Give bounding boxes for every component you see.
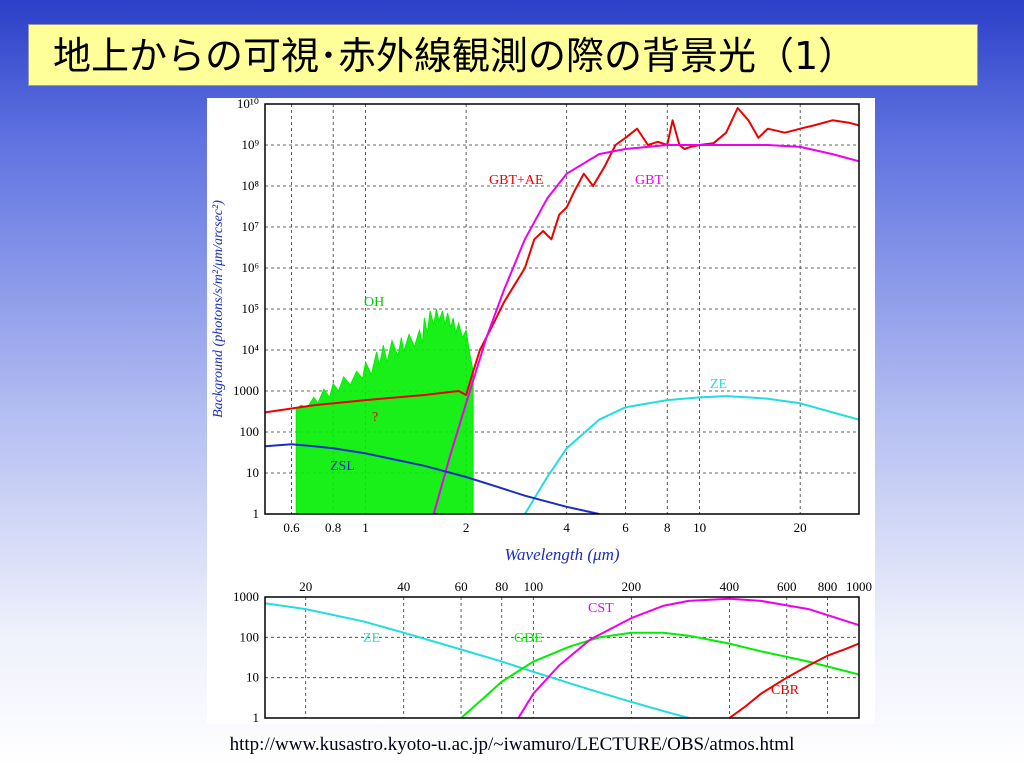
top-y-tick-label: 1000 bbox=[233, 383, 259, 398]
top-series-oh bbox=[295, 308, 474, 514]
top-x-tick-label: 1 bbox=[362, 520, 369, 535]
top-y-tick-label: 10⁶ bbox=[241, 260, 259, 275]
top-x-tick-label: 0.6 bbox=[283, 520, 300, 535]
bottom-chart-frame bbox=[264, 596, 860, 719]
bottom-chart-annotations: ZE GDE CST CBR bbox=[363, 601, 800, 698]
top-x-tick-label: 20 bbox=[794, 520, 807, 535]
top-y-tick-label: 10¹⁰ bbox=[237, 98, 259, 111]
bottom-annotation-ze: ZE bbox=[363, 631, 380, 646]
bottom-x-tick-label: 100 bbox=[524, 579, 544, 594]
top-x-tick-label: 4 bbox=[563, 520, 570, 535]
top-y-tick-label: 1 bbox=[253, 506, 260, 521]
top-series-gbt-ae bbox=[265, 107, 859, 414]
source-url: http://www.kusastro.kyoto-u.ac.jp/~iwamu… bbox=[229, 734, 795, 755]
bottom-x-tick-label: 1000 bbox=[846, 579, 872, 594]
top-chart-annotations: OH GBT+AE GBT? ZE ZSL bbox=[330, 173, 727, 474]
top-series-ze bbox=[524, 395, 859, 514]
top-chart-frame bbox=[264, 103, 860, 515]
bottom-x-tick-label: 200 bbox=[622, 579, 642, 594]
bottom-x-tick-label: 800 bbox=[818, 579, 838, 594]
bottom-series-cbr bbox=[728, 642, 859, 718]
bottom-annotation-cst: CST bbox=[588, 601, 614, 616]
top-x-axis-label: Wavelength (μm) bbox=[504, 545, 619, 564]
background-spectrum-chart: 0.6 0.8 1 2 4 6 8 10 20 1 10 100 1000 10⁴ 10⁵ 10⁶ 10⁷ 10⁸… bbox=[211, 96, 872, 725]
bottom-series-ze bbox=[265, 602, 689, 718]
top-y-tick-label: 10⁹ bbox=[241, 137, 259, 152]
top-annotation-ze: ZE bbox=[710, 377, 727, 392]
top-chart-grid bbox=[265, 104, 859, 514]
top-series-gbt bbox=[432, 144, 859, 514]
top-chart-series bbox=[265, 107, 859, 514]
bottom-x-tick-label: 600 bbox=[777, 579, 797, 594]
bottom-x-tick-label: 80 bbox=[495, 579, 508, 594]
chart-panel: 0.6 0.8 1 2 4 6 8 10 20 1 10 100 1000 10⁴ 10⁵ 10⁶ 10⁷ 10⁸… bbox=[207, 96, 875, 725]
top-y-tick-label: 10⁷ bbox=[241, 219, 259, 234]
bottom-annotation-gde: GDE bbox=[514, 631, 543, 646]
top-annotation-oh: OH bbox=[364, 295, 384, 310]
bottom-chart-tick-labels: 20 40 60 80 100 200 400 600 800 1000 1 10 100 1000 bbox=[233, 579, 872, 725]
bottom-x-tick-label: 40 bbox=[397, 579, 410, 594]
top-annotation-zsl: ZSL bbox=[330, 459, 355, 474]
slide-title: 地上からの可視･赤外線観測の際の背景光（1） bbox=[28, 24, 978, 86]
top-y-tick-label: 10⁸ bbox=[241, 178, 259, 193]
top-x-tick-label: 6 bbox=[622, 520, 629, 535]
top-chart-tick-labels: 0.6 0.8 1 2 4 6 8 10 20 1 10 100 1000 10⁴ 10⁵ 10⁶ 10⁷ 10⁸… bbox=[233, 96, 807, 535]
top-x-tick-label: 2 bbox=[463, 520, 470, 535]
bottom-y-tick-label: 1000 bbox=[233, 589, 259, 604]
top-annotation-q: ? bbox=[372, 410, 378, 425]
top-x-tick-label: 10 bbox=[693, 520, 706, 535]
bottom-x-tick-label: 20 bbox=[299, 579, 312, 594]
top-annotation-gbt: GBT bbox=[635, 173, 663, 188]
bottom-y-tick-label: 10 bbox=[246, 670, 259, 685]
top-x-tick-label: 8 bbox=[664, 520, 671, 535]
bottom-x-tick-label: 400 bbox=[720, 579, 740, 594]
bottom-chart-series bbox=[265, 597, 859, 718]
bottom-series-gde bbox=[460, 631, 859, 718]
top-series-zsl bbox=[265, 443, 600, 514]
top-y-tick-label: 10 bbox=[246, 465, 259, 480]
top-y-axis-label: Background (photons/s/m²/μm/arcsec²) bbox=[211, 200, 226, 418]
bottom-series-cst bbox=[517, 597, 859, 718]
bottom-y-tick-label: 1 bbox=[253, 710, 260, 724]
bottom-chart-grid bbox=[265, 597, 859, 718]
bottom-y-tick-label: 100 bbox=[240, 629, 260, 644]
top-x-tick-label: 0.8 bbox=[325, 520, 341, 535]
top-y-tick-label: 100 bbox=[240, 424, 260, 439]
top-y-tick-label: 10⁴ bbox=[241, 342, 259, 357]
bottom-annotation-cbr: CBR bbox=[771, 683, 800, 698]
bottom-x-tick-label: 60 bbox=[455, 579, 468, 594]
top-annotation-gbt-ae: GBT+AE bbox=[489, 173, 544, 188]
top-y-tick-label: 10⁵ bbox=[241, 301, 259, 316]
